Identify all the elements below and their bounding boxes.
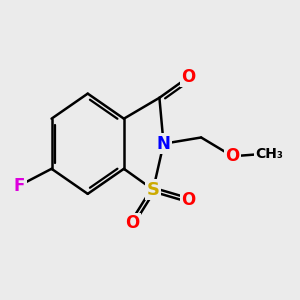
Text: N: N — [157, 135, 170, 153]
Text: CH₃: CH₃ — [255, 147, 283, 161]
Text: O: O — [225, 147, 240, 165]
Text: O: O — [182, 68, 196, 86]
Text: F: F — [14, 176, 25, 194]
Text: O: O — [125, 214, 140, 232]
Text: S: S — [147, 181, 160, 199]
Text: O: O — [182, 191, 196, 209]
